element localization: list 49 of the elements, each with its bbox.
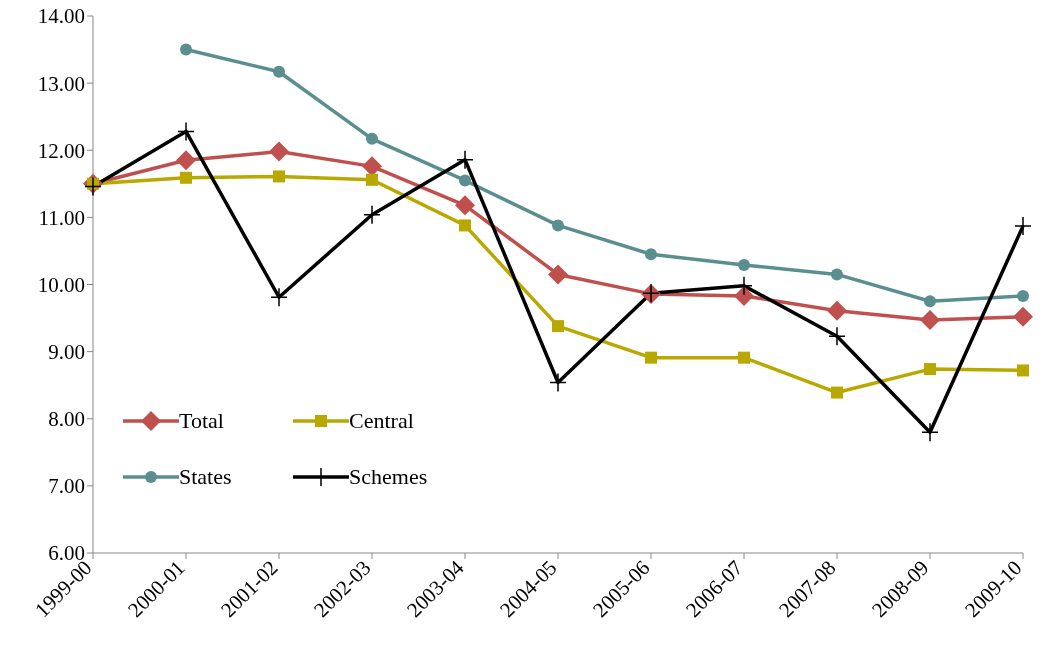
y-tick-label: 7.00 [48, 474, 85, 499]
point [176, 150, 196, 171]
y-tick-label: 10.00 [37, 272, 85, 297]
point [645, 351, 657, 364]
point [1014, 216, 1032, 236]
point [1017, 364, 1029, 377]
point [459, 174, 471, 187]
y-tick-label: 14.00 [37, 4, 85, 29]
point [177, 121, 195, 142]
point [828, 326, 846, 346]
point [362, 156, 382, 177]
point [921, 422, 939, 442]
legend-label: Central [349, 408, 414, 434]
point [552, 320, 564, 333]
point [459, 219, 471, 232]
point [180, 43, 192, 56]
point [1013, 306, 1033, 327]
point [456, 149, 474, 170]
point [831, 386, 843, 399]
point [455, 195, 475, 216]
y-tick-label: 12.00 [37, 138, 85, 163]
point [270, 287, 288, 307]
y-tick-label: 9.00 [48, 340, 85, 365]
legend-label: Total [179, 408, 224, 434]
point [924, 295, 936, 308]
point [269, 141, 289, 162]
y-tick-label: 13.00 [37, 71, 85, 96]
y-tick-label: 8.00 [48, 407, 85, 432]
point [1017, 289, 1029, 302]
point [645, 248, 657, 261]
point [363, 204, 381, 225]
point [738, 351, 750, 364]
point [738, 259, 750, 272]
point [924, 363, 936, 376]
point [366, 132, 378, 145]
point [366, 173, 378, 186]
point [920, 310, 940, 331]
point [548, 264, 568, 285]
point [549, 372, 567, 393]
point [552, 219, 564, 232]
point [734, 285, 754, 306]
legend-label: Schemes [349, 464, 428, 490]
point [831, 268, 843, 281]
point [273, 170, 285, 183]
point [827, 300, 847, 321]
point [180, 171, 192, 184]
y-tick-label: 11.00 [38, 205, 85, 230]
point [273, 65, 285, 78]
legend-label: States [179, 464, 232, 490]
